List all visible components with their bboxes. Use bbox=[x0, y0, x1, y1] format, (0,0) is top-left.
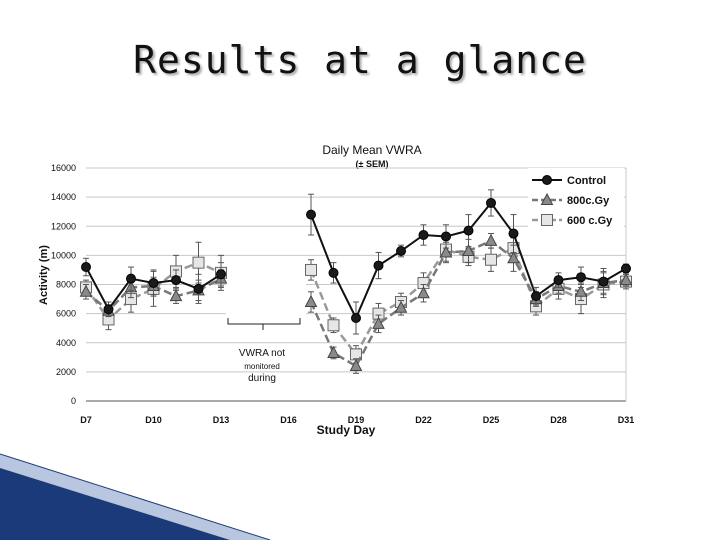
data-point bbox=[171, 275, 181, 286]
data-point bbox=[621, 263, 631, 274]
data-point bbox=[193, 283, 204, 294]
y-tick-label: 2000 bbox=[56, 367, 76, 377]
slide-title: Results at a glance bbox=[133, 38, 587, 82]
y-tick-label: 14000 bbox=[51, 192, 76, 202]
y-axis-label: Activity (m) bbox=[38, 245, 50, 305]
legend-item: Control bbox=[532, 175, 606, 187]
data-point bbox=[394, 300, 408, 313]
data-point bbox=[373, 260, 384, 271]
chart-title: Daily Mean VWRA bbox=[322, 143, 421, 157]
y-tick-label: 4000 bbox=[56, 338, 76, 348]
x-tick-label: D28 bbox=[550, 415, 567, 425]
data-point bbox=[304, 294, 318, 307]
data-point bbox=[484, 233, 498, 246]
legend-label: Control bbox=[567, 175, 606, 187]
x-tick-label: D25 bbox=[483, 415, 500, 425]
data-point bbox=[305, 263, 317, 276]
data-point bbox=[531, 291, 541, 302]
series-0 bbox=[81, 189, 631, 335]
y-axis: 0 2000 4000 6000 8000 10000 12000 14000 16000 bbox=[51, 163, 76, 406]
x-axis: D7 D10 D13 D16 D19 D22 D25 D28 D31 bbox=[80, 415, 634, 425]
annotation-line-1: VWRA not bbox=[239, 348, 285, 359]
y-tick-label: 12000 bbox=[51, 221, 76, 231]
x-axis-label: Study Day bbox=[317, 423, 376, 437]
gap-annotation: VWRA not monitored during bbox=[226, 262, 306, 384]
data-point bbox=[372, 316, 385, 329]
data-point bbox=[169, 289, 183, 302]
series-line bbox=[309, 246, 627, 357]
data-point bbox=[553, 275, 564, 286]
y-tick-label: 0 bbox=[71, 396, 76, 406]
legend-label: 600 c.Gy bbox=[567, 215, 613, 227]
data-point bbox=[541, 214, 553, 226]
data-point bbox=[417, 286, 430, 299]
data-point bbox=[418, 229, 429, 240]
series-layer bbox=[79, 189, 633, 374]
data-point bbox=[574, 284, 588, 297]
data-point bbox=[576, 272, 586, 283]
data-point bbox=[508, 228, 519, 239]
data-point bbox=[81, 262, 91, 273]
x-tick-label: D10 bbox=[145, 415, 162, 425]
data-point bbox=[396, 246, 406, 257]
y-tick-label: 6000 bbox=[56, 309, 76, 319]
legend: Control 800c.Gy 600 c.Gy bbox=[528, 168, 624, 232]
legend-label: 800c.Gy bbox=[567, 195, 610, 207]
data-point bbox=[327, 345, 340, 358]
data-point bbox=[192, 256, 205, 269]
data-point bbox=[462, 243, 475, 257]
legend-item: 600 c.Gy bbox=[532, 214, 613, 227]
chart-subtitle: (± SEM) bbox=[356, 159, 389, 169]
data-point bbox=[507, 251, 520, 264]
annotation-line-2: monitored bbox=[244, 362, 280, 371]
footer-decoration bbox=[0, 453, 271, 540]
data-point bbox=[485, 253, 497, 266]
data-point bbox=[126, 273, 136, 284]
data-point bbox=[598, 276, 609, 287]
data-point bbox=[216, 269, 226, 280]
x-tick-label: D19 bbox=[348, 415, 365, 425]
legend-item: 800c.Gy bbox=[532, 192, 610, 207]
y-tick-label: 16000 bbox=[51, 163, 76, 173]
data-point bbox=[439, 245, 453, 258]
data-point bbox=[486, 197, 496, 208]
data-point bbox=[441, 231, 451, 242]
data-point bbox=[540, 192, 554, 205]
data-point bbox=[351, 312, 361, 323]
series-2 bbox=[80, 237, 632, 364]
x-tick-label: D13 bbox=[213, 415, 230, 425]
data-point bbox=[306, 209, 316, 220]
data-point bbox=[148, 278, 159, 289]
data-point bbox=[103, 304, 114, 315]
x-tick-label: D7 bbox=[80, 415, 92, 425]
data-point bbox=[327, 319, 340, 332]
y-tick-label: 10000 bbox=[51, 250, 76, 260]
x-tick-label: D31 bbox=[618, 415, 635, 425]
x-tick-label: D22 bbox=[415, 415, 432, 425]
data-point bbox=[328, 267, 339, 278]
y-tick-label: 8000 bbox=[56, 280, 76, 290]
data-point bbox=[619, 273, 633, 286]
data-point bbox=[542, 175, 552, 185]
x-tick-label: D16 bbox=[280, 415, 297, 425]
data-point bbox=[79, 284, 93, 297]
data-point bbox=[349, 358, 363, 372]
annotation-line-3: during bbox=[248, 373, 276, 384]
data-point bbox=[463, 225, 474, 236]
